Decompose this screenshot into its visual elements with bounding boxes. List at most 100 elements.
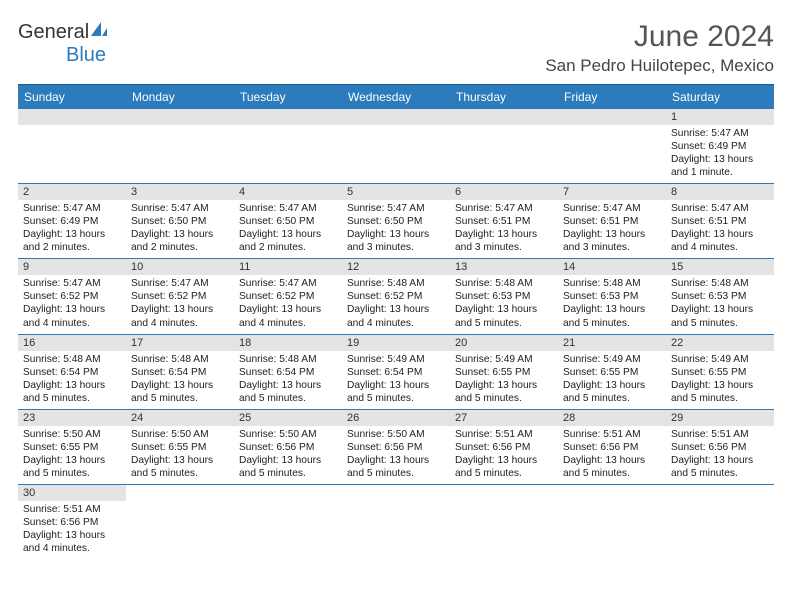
daylight-text: Daylight: 13 hours and 4 minutes.	[23, 529, 121, 555]
sunset-text: Sunset: 6:50 PM	[239, 215, 337, 228]
empty-day-bar	[342, 109, 450, 125]
calendar-empty-cell	[234, 484, 342, 559]
calendar-empty-cell	[126, 109, 234, 184]
calendar-week-row: 23Sunrise: 5:50 AMSunset: 6:55 PMDayligh…	[18, 409, 774, 484]
sunrise-text: Sunrise: 5:47 AM	[671, 127, 769, 140]
sunrise-text: Sunrise: 5:51 AM	[23, 503, 121, 516]
sunrise-text: Sunrise: 5:50 AM	[239, 428, 337, 441]
sunset-text: Sunset: 6:55 PM	[23, 441, 121, 454]
calendar-day-cell: 21Sunrise: 5:49 AMSunset: 6:55 PMDayligh…	[558, 334, 666, 409]
daylight-text: Daylight: 13 hours and 2 minutes.	[23, 228, 121, 254]
sunset-text: Sunset: 6:56 PM	[563, 441, 661, 454]
day-number: 19	[342, 335, 450, 351]
empty-day-bar	[558, 109, 666, 125]
day-number: 11	[234, 259, 342, 275]
weekday-header-row: Sunday Monday Tuesday Wednesday Thursday…	[18, 85, 774, 110]
calendar-table: Sunday Monday Tuesday Wednesday Thursday…	[18, 84, 774, 559]
calendar-week-row: 16Sunrise: 5:48 AMSunset: 6:54 PMDayligh…	[18, 334, 774, 409]
calendar-empty-cell	[342, 109, 450, 184]
sunset-text: Sunset: 6:53 PM	[563, 290, 661, 303]
calendar-empty-cell	[234, 109, 342, 184]
sunset-text: Sunset: 6:56 PM	[455, 441, 553, 454]
day-details: Sunrise: 5:47 AMSunset: 6:51 PMDaylight:…	[666, 200, 774, 258]
day-details: Sunrise: 5:47 AMSunset: 6:52 PMDaylight:…	[18, 275, 126, 333]
logo-text-1: General	[18, 21, 89, 43]
daylight-text: Daylight: 13 hours and 5 minutes.	[671, 379, 769, 405]
day-number: 7	[558, 184, 666, 200]
sunset-text: Sunset: 6:56 PM	[347, 441, 445, 454]
day-details: Sunrise: 5:48 AMSunset: 6:53 PMDaylight:…	[450, 275, 558, 333]
sunrise-text: Sunrise: 5:50 AM	[347, 428, 445, 441]
sunset-text: Sunset: 6:54 PM	[239, 366, 337, 379]
logo-text-2: Blue	[66, 44, 106, 66]
calendar-week-row: 1Sunrise: 5:47 AMSunset: 6:49 PMDaylight…	[18, 109, 774, 184]
sunset-text: Sunset: 6:51 PM	[455, 215, 553, 228]
calendar-day-cell: 23Sunrise: 5:50 AMSunset: 6:55 PMDayligh…	[18, 409, 126, 484]
calendar-day-cell: 15Sunrise: 5:48 AMSunset: 6:53 PMDayligh…	[666, 259, 774, 334]
calendar-day-cell: 20Sunrise: 5:49 AMSunset: 6:55 PMDayligh…	[450, 334, 558, 409]
weekday-header: Thursday	[450, 85, 558, 110]
calendar-day-cell: 7Sunrise: 5:47 AMSunset: 6:51 PMDaylight…	[558, 184, 666, 259]
day-number: 9	[18, 259, 126, 275]
daylight-text: Daylight: 13 hours and 4 minutes.	[671, 228, 769, 254]
daylight-text: Daylight: 13 hours and 4 minutes.	[23, 303, 121, 329]
daylight-text: Daylight: 13 hours and 5 minutes.	[23, 379, 121, 405]
calendar-empty-cell	[450, 109, 558, 184]
day-number: 14	[558, 259, 666, 275]
logo: GeneralBlue	[18, 20, 109, 67]
weekday-header: Saturday	[666, 85, 774, 110]
weekday-header: Sunday	[18, 85, 126, 110]
sunrise-text: Sunrise: 5:47 AM	[131, 202, 229, 215]
sunset-text: Sunset: 6:55 PM	[455, 366, 553, 379]
daylight-text: Daylight: 13 hours and 5 minutes.	[671, 303, 769, 329]
calendar-day-cell: 14Sunrise: 5:48 AMSunset: 6:53 PMDayligh…	[558, 259, 666, 334]
daylight-text: Daylight: 13 hours and 5 minutes.	[131, 454, 229, 480]
sunrise-text: Sunrise: 5:48 AM	[671, 277, 769, 290]
day-details: Sunrise: 5:51 AMSunset: 6:56 PMDaylight:…	[450, 426, 558, 484]
empty-day-bar	[450, 109, 558, 125]
calendar-day-cell: 24Sunrise: 5:50 AMSunset: 6:55 PMDayligh…	[126, 409, 234, 484]
calendar-day-cell: 28Sunrise: 5:51 AMSunset: 6:56 PMDayligh…	[558, 409, 666, 484]
calendar-empty-cell	[126, 484, 234, 559]
day-number: 17	[126, 335, 234, 351]
sunrise-text: Sunrise: 5:48 AM	[239, 353, 337, 366]
day-details: Sunrise: 5:49 AMSunset: 6:55 PMDaylight:…	[450, 351, 558, 409]
day-number: 29	[666, 410, 774, 426]
calendar-day-cell: 2Sunrise: 5:47 AMSunset: 6:49 PMDaylight…	[18, 184, 126, 259]
calendar-day-cell: 26Sunrise: 5:50 AMSunset: 6:56 PMDayligh…	[342, 409, 450, 484]
daylight-text: Daylight: 13 hours and 3 minutes.	[455, 228, 553, 254]
sunset-text: Sunset: 6:52 PM	[239, 290, 337, 303]
sunset-text: Sunset: 6:55 PM	[671, 366, 769, 379]
day-number: 4	[234, 184, 342, 200]
daylight-text: Daylight: 13 hours and 5 minutes.	[455, 379, 553, 405]
sunset-text: Sunset: 6:53 PM	[455, 290, 553, 303]
day-number: 22	[666, 335, 774, 351]
day-details: Sunrise: 5:51 AMSunset: 6:56 PMDaylight:…	[558, 426, 666, 484]
sunset-text: Sunset: 6:51 PM	[563, 215, 661, 228]
daylight-text: Daylight: 13 hours and 4 minutes.	[131, 303, 229, 329]
calendar-day-cell: 10Sunrise: 5:47 AMSunset: 6:52 PMDayligh…	[126, 259, 234, 334]
day-number: 16	[18, 335, 126, 351]
sunset-text: Sunset: 6:54 PM	[23, 366, 121, 379]
calendar-day-cell: 30Sunrise: 5:51 AMSunset: 6:56 PMDayligh…	[18, 484, 126, 559]
day-number: 20	[450, 335, 558, 351]
day-number: 10	[126, 259, 234, 275]
sunrise-text: Sunrise: 5:47 AM	[131, 277, 229, 290]
sunrise-text: Sunrise: 5:48 AM	[131, 353, 229, 366]
day-number: 13	[450, 259, 558, 275]
calendar-week-row: 2Sunrise: 5:47 AMSunset: 6:49 PMDaylight…	[18, 184, 774, 259]
day-details: Sunrise: 5:48 AMSunset: 6:52 PMDaylight:…	[342, 275, 450, 333]
calendar-body: 1Sunrise: 5:47 AMSunset: 6:49 PMDaylight…	[18, 109, 774, 559]
day-details: Sunrise: 5:49 AMSunset: 6:55 PMDaylight:…	[666, 351, 774, 409]
sunrise-text: Sunrise: 5:47 AM	[239, 277, 337, 290]
calendar-empty-cell	[342, 484, 450, 559]
day-details: Sunrise: 5:50 AMSunset: 6:55 PMDaylight:…	[18, 426, 126, 484]
empty-day-bar	[234, 109, 342, 125]
calendar-day-cell: 18Sunrise: 5:48 AMSunset: 6:54 PMDayligh…	[234, 334, 342, 409]
calendar-week-row: 30Sunrise: 5:51 AMSunset: 6:56 PMDayligh…	[18, 484, 774, 559]
daylight-text: Daylight: 13 hours and 5 minutes.	[563, 454, 661, 480]
sunrise-text: Sunrise: 5:47 AM	[563, 202, 661, 215]
day-details: Sunrise: 5:49 AMSunset: 6:55 PMDaylight:…	[558, 351, 666, 409]
sunset-text: Sunset: 6:50 PM	[347, 215, 445, 228]
day-number: 30	[18, 485, 126, 501]
